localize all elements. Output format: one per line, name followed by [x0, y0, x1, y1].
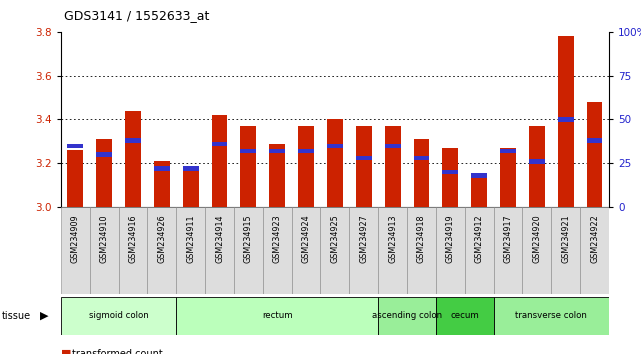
Text: GSM234927: GSM234927: [359, 214, 369, 263]
Bar: [292, 207, 320, 294]
Bar: [529, 159, 545, 164]
Text: sigmoid colon: sigmoid colon: [88, 312, 149, 320]
Bar: [205, 207, 234, 294]
Text: GSM234926: GSM234926: [157, 214, 167, 263]
Text: GDS3141 / 1552633_at: GDS3141 / 1552633_at: [64, 9, 210, 22]
Bar: [234, 207, 263, 294]
Text: tissue: tissue: [1, 311, 30, 321]
Bar: [529, 126, 545, 207]
Text: transformed count: transformed count: [72, 349, 163, 354]
Text: ■: ■: [61, 349, 71, 354]
Text: GSM234916: GSM234916: [128, 214, 138, 263]
Bar: [378, 207, 407, 294]
Text: transverse colon: transverse colon: [515, 312, 587, 320]
Bar: [558, 36, 574, 207]
Text: ascending colon: ascending colon: [372, 312, 442, 320]
Bar: [327, 120, 343, 207]
Text: GSM234913: GSM234913: [388, 214, 397, 263]
Bar: [587, 138, 603, 143]
Text: GSM234919: GSM234919: [445, 214, 455, 263]
Bar: [67, 144, 83, 148]
Text: GSM234920: GSM234920: [532, 214, 542, 263]
Bar: [90, 207, 119, 294]
Bar: [413, 156, 429, 160]
Bar: [240, 149, 256, 153]
Text: GSM234921: GSM234921: [561, 214, 570, 263]
Bar: [407, 207, 436, 294]
Text: ▶: ▶: [40, 311, 48, 321]
Text: GSM234914: GSM234914: [215, 214, 224, 263]
Bar: [522, 207, 551, 294]
Bar: [263, 207, 292, 294]
Bar: [298, 149, 314, 153]
Bar: [176, 207, 205, 294]
Text: GSM234911: GSM234911: [186, 214, 196, 263]
Bar: [96, 139, 112, 207]
Bar: [212, 115, 228, 207]
Bar: [240, 126, 256, 207]
Bar: [269, 149, 285, 153]
Bar: [580, 207, 609, 294]
Bar: [269, 144, 285, 207]
Bar: [349, 207, 378, 294]
Bar: [385, 126, 401, 207]
Bar: [436, 207, 465, 294]
Text: GSM234909: GSM234909: [71, 214, 80, 263]
Bar: [183, 168, 199, 207]
Bar: [413, 139, 429, 207]
Bar: [494, 207, 522, 294]
Bar: [154, 166, 170, 171]
Text: cecum: cecum: [451, 312, 479, 320]
Bar: [436, 297, 494, 335]
Bar: [558, 117, 574, 122]
Bar: [327, 144, 343, 148]
Bar: [494, 297, 609, 335]
Bar: [125, 138, 141, 143]
Bar: [471, 174, 487, 207]
Bar: [67, 150, 83, 207]
Bar: [442, 170, 458, 174]
Bar: [183, 166, 199, 171]
Bar: [320, 207, 349, 294]
Bar: [125, 111, 141, 207]
Text: rectum: rectum: [262, 312, 292, 320]
Text: GSM234923: GSM234923: [272, 214, 282, 263]
Bar: [587, 102, 603, 207]
Bar: [356, 156, 372, 160]
Bar: [61, 297, 176, 335]
Text: GSM234915: GSM234915: [244, 214, 253, 263]
Bar: [176, 297, 378, 335]
Bar: [465, 207, 494, 294]
Bar: [500, 148, 516, 207]
Bar: [154, 161, 170, 207]
Bar: [96, 152, 112, 157]
Text: GSM234917: GSM234917: [503, 214, 513, 263]
Bar: [119, 207, 147, 294]
Text: GSM234925: GSM234925: [330, 214, 340, 263]
Text: GSM234912: GSM234912: [474, 214, 484, 263]
Bar: [147, 207, 176, 294]
Text: GSM234910: GSM234910: [99, 214, 109, 263]
Text: GSM234918: GSM234918: [417, 214, 426, 263]
Bar: [212, 142, 228, 146]
Bar: [471, 173, 487, 178]
Bar: [356, 126, 372, 207]
Bar: [61, 207, 90, 294]
Bar: [442, 148, 458, 207]
Bar: [500, 149, 516, 153]
Bar: [378, 297, 436, 335]
Text: GSM234922: GSM234922: [590, 214, 599, 263]
Bar: [385, 144, 401, 148]
Bar: [298, 126, 314, 207]
Text: GSM234924: GSM234924: [301, 214, 311, 263]
Bar: [551, 207, 580, 294]
